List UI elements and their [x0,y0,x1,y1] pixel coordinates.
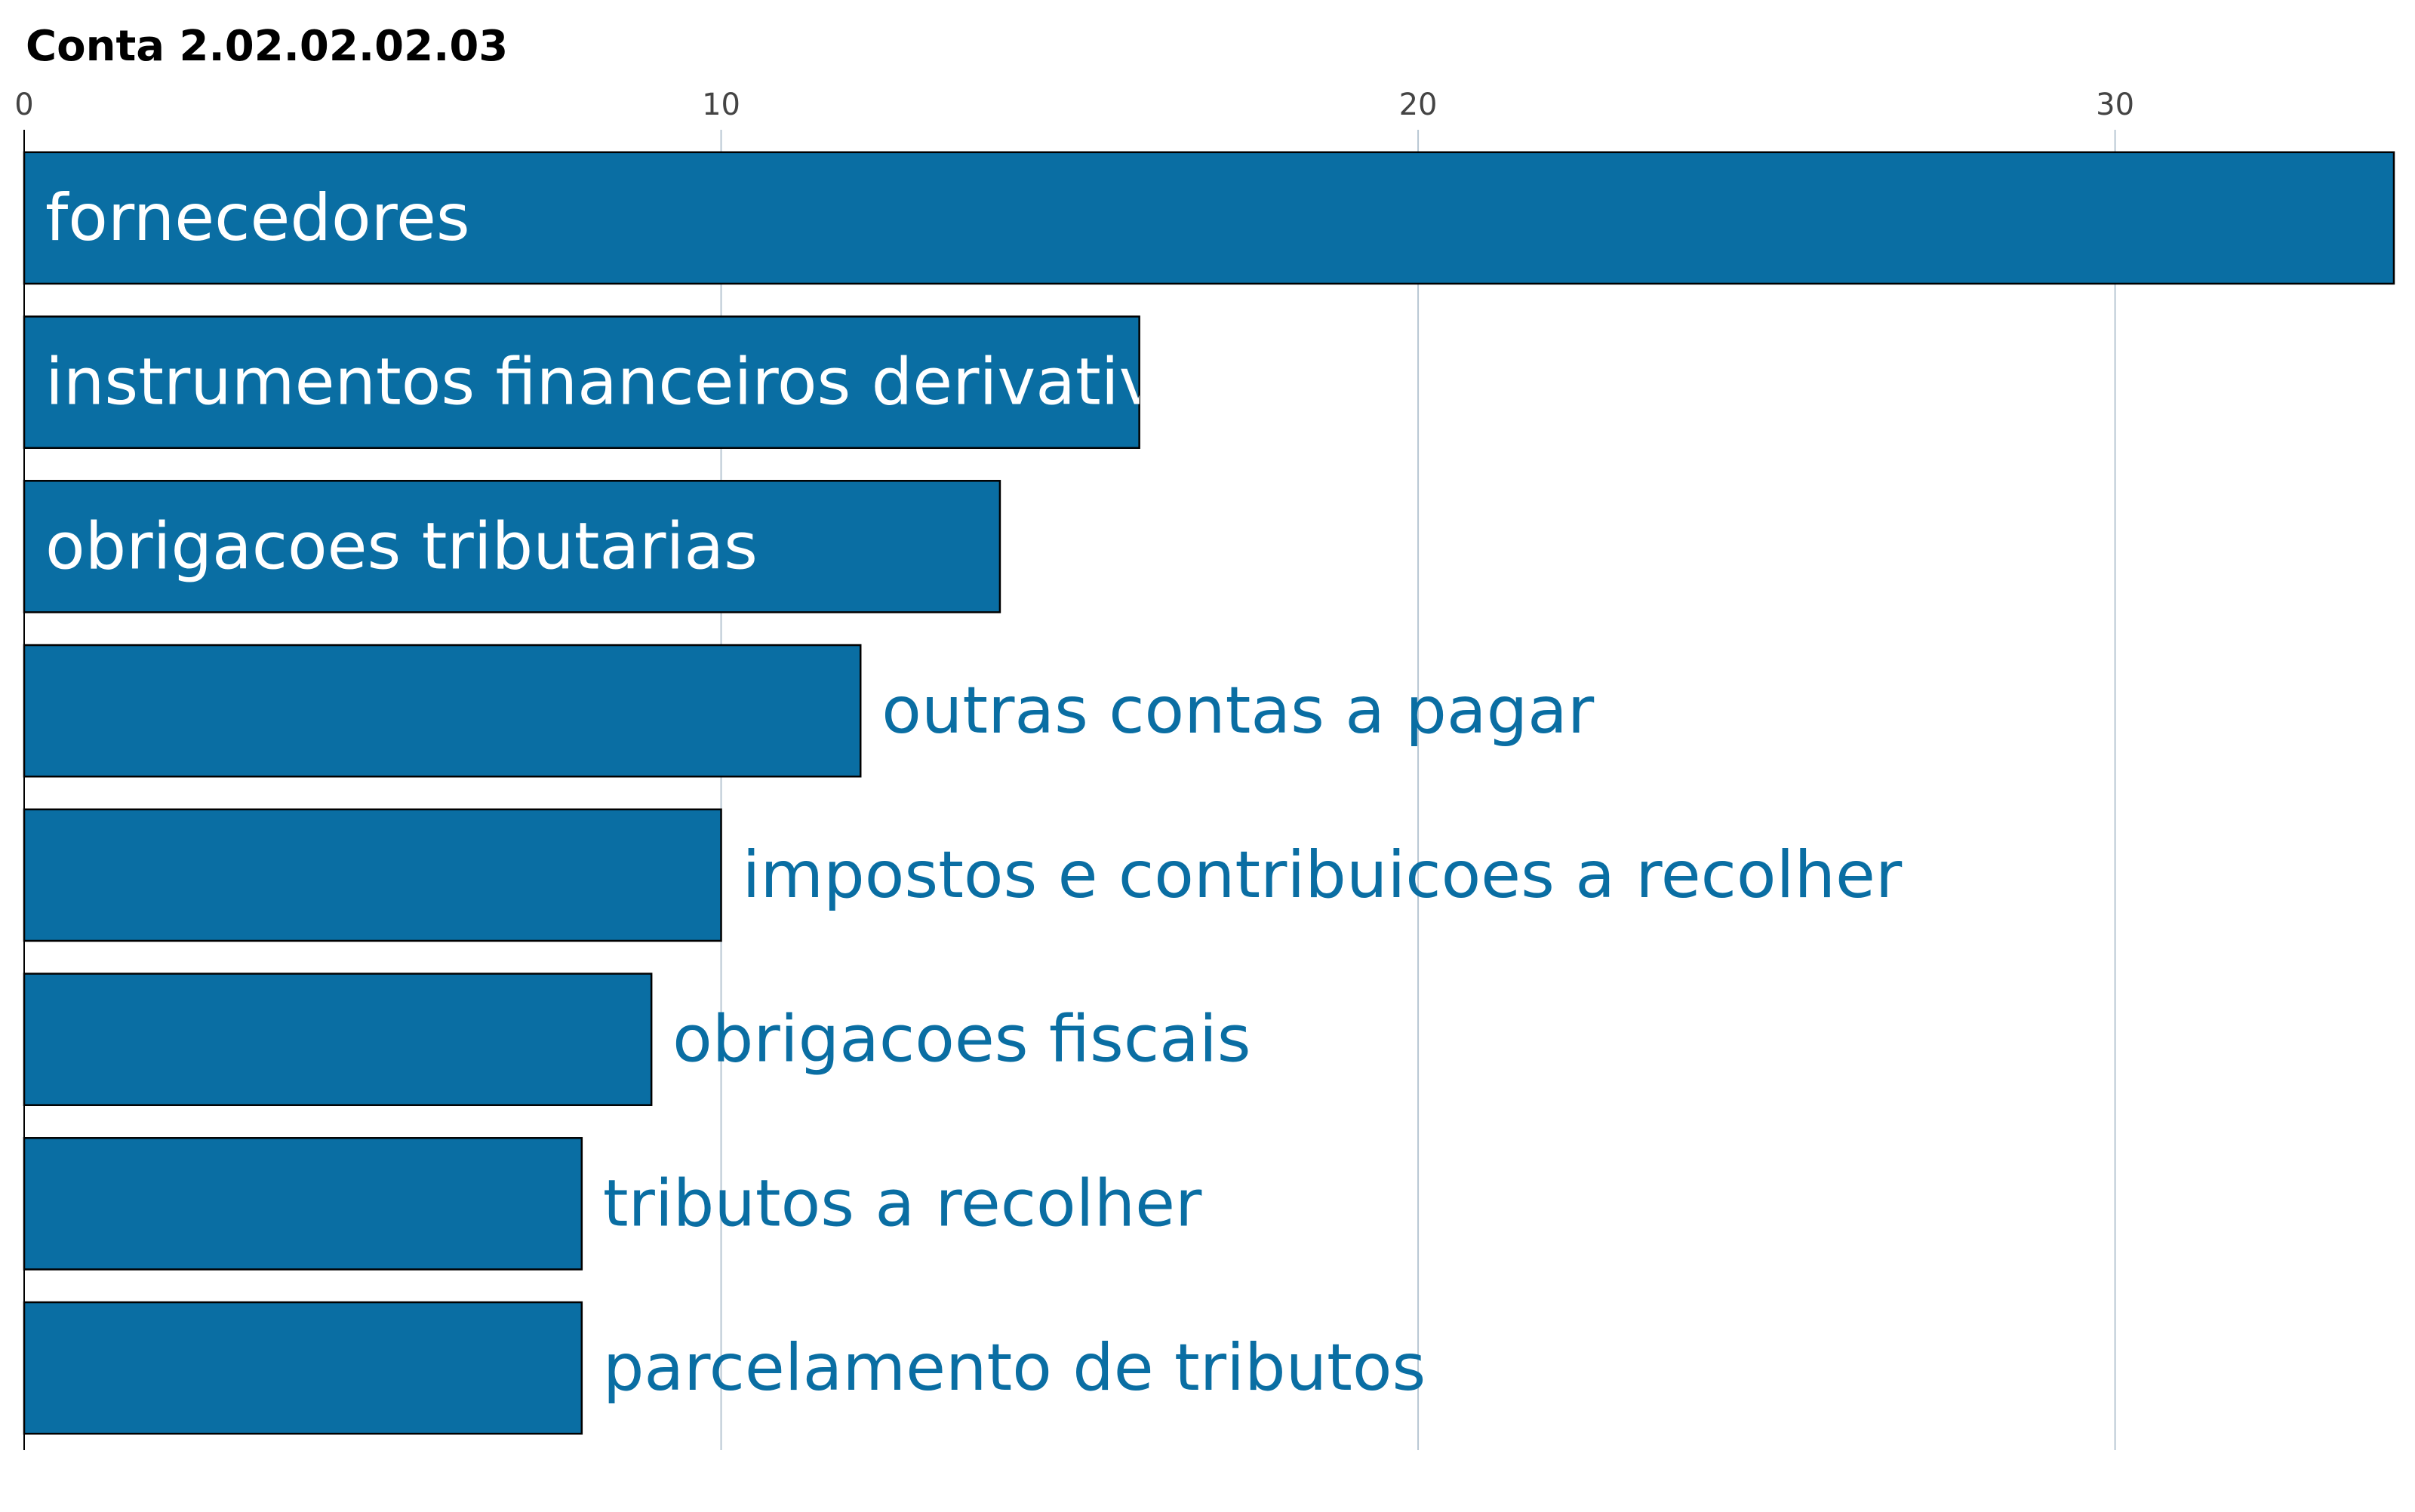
bar-label: obrigacoes tributarias [45,509,758,584]
x-tick-label: 30 [2096,88,2134,122]
x-tick-label: 0 [14,88,33,122]
bar [23,1301,583,1435]
bar [23,480,1001,613]
x-tick-label: 20 [1399,88,1438,122]
bar [23,973,653,1106]
chart-title: Conta 2.02.02.02.03 [26,22,508,71]
bar-label: obrigacoes fiscais [672,1002,1251,1077]
bar [23,315,1140,449]
bar-label: instrumentos financeiros derivativos [45,345,1231,420]
bar [23,151,2395,285]
bar [23,644,862,778]
bar-label: tributos a recolher [603,1166,1202,1241]
bar-label: parcelamento de tributos [603,1330,1426,1406]
bars [23,151,2395,1435]
x-tick-label: 10 [702,88,740,122]
bar-label: impostos e contribuicoes a recolher [743,837,1903,913]
bar [23,808,722,942]
bar-label: fornecedores [45,180,470,256]
bar-label: outras contas a pagar [881,673,1595,748]
bar [23,1137,583,1271]
x-axis-ticks: 0 10 20 30 [14,88,2134,122]
bar-labels: fornecedores instrumentos financeiros der… [45,180,1903,1406]
